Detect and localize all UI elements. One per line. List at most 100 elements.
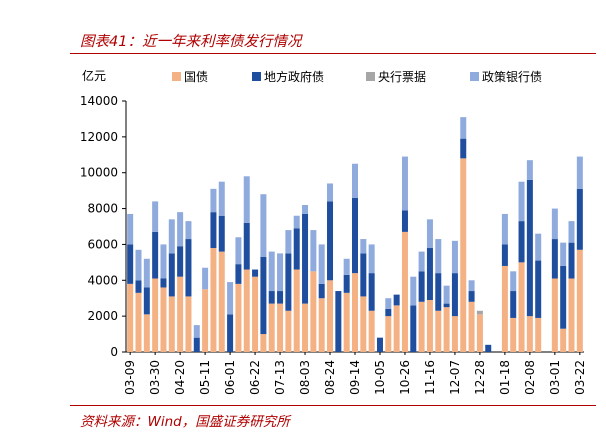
bar-11-16-政策银行债 [426,219,433,249]
bar-02-15-政策银行债 [535,233,542,261]
bar-11-23-地方政府债 [435,273,442,311]
bar-10-19-国债 [393,305,400,352]
bar-08-03-政策银行债 [302,204,309,214]
y-tick-label: 4000 [87,273,118,287]
bar-07-13-国债 [277,303,284,352]
y-tick-label: 12000 [80,130,118,144]
bar-11-02-政策银行债 [410,276,417,306]
bar-03-30-政策银行债 [152,201,159,232]
y-tick-label: 14000 [80,94,118,108]
bar-10-26-政策银行债 [401,156,408,211]
bar-03-22-地方政府债 [576,188,583,250]
bar-03-09-政策银行债 [127,213,134,245]
bar-12-28-国债 [476,314,483,352]
bar-05-25-政策银行债 [218,181,225,216]
bar-11-09-地方政府债 [418,271,425,302]
bar-07-06-地方政府债 [268,291,275,304]
footer-divider [70,405,596,406]
bar-06-15-国债 [243,269,250,352]
bar-03-22-政策银行债 [576,156,583,189]
bar-03-08-国债 [560,328,567,352]
bar-03-16-政策银行债 [135,249,142,281]
bar-03-15-政策银行债 [568,221,575,243]
bar-07-13-地方政府债 [277,291,284,304]
bar-04-06-国债 [160,287,167,352]
legend-label: 政策银行债 [482,70,542,84]
bar-08-10-政策银行债 [310,230,317,272]
bar-12-21-地方政府债 [468,291,475,302]
bar-07-20-政策银行债 [285,230,292,254]
bar-07-27-国债 [293,269,300,352]
bar-05-11-政策银行债 [202,267,209,290]
bar-09-21-地方政府债 [360,253,367,297]
x-tick-label: 05-11 [198,360,212,395]
bar-08-17-地方政府债 [318,283,325,299]
x-tick-label: 03-09 [123,360,137,395]
x-tick-label: 06-01 [223,360,237,395]
legend-label: 地方政府债 [264,69,324,84]
x-tick-label: 12-07 [448,360,462,395]
bar-06-01-政策银行债 [227,282,234,315]
bar-03-08-地方政府债 [560,265,567,329]
bar-04-27-国债 [185,296,192,352]
bar-08-24-政策银行债 [327,183,334,202]
bar-03-01-地方政府债 [551,239,558,279]
bar-01-18-国债 [501,265,508,352]
x-tick-label: 09-14 [348,360,362,395]
bar-12-14-国债 [460,158,467,352]
bar-01-04-地方政府债 [485,344,492,352]
bar-03-15-地方政府债 [568,242,575,279]
bar-02-01-地方政府债 [518,221,525,263]
bar-10-12-地方政府债 [385,308,392,317]
bar-11-30-政策银行债 [443,285,450,304]
bar-04-06-地方政府债 [160,278,167,288]
bar-04-13-国债 [168,296,175,352]
bar-03-16-国债 [135,292,142,352]
bar-06-08-政策银行债 [235,237,242,265]
bar-05-11-国债 [202,289,209,352]
y-tick-label: 8000 [87,202,118,216]
bar-02-01-国债 [518,262,525,352]
bar-07-20-国债 [285,310,292,352]
x-tick-label: 03-01 [548,360,562,395]
bar-07-06-政策银行债 [268,251,275,292]
bar-02-08-国债 [526,316,533,352]
bar-06-01-地方政府债 [227,314,234,352]
bar-04-27-政策银行债 [185,221,192,240]
chart-axes: 亿元 0 2000 4000 6000 8000 10000 12000 14000 03-09 0… [80,68,587,395]
bar-10-26-地方政府债 [401,210,408,232]
bar-07-20-地方政府债 [285,253,292,311]
x-tick-label: 08-03 [298,360,312,395]
bar-07-27-政策银行债 [293,215,300,229]
x-tick-label: 03-22 [573,360,587,395]
bar-08-24-地方政府债 [327,201,334,281]
bar-01-25-地方政府债 [510,291,517,318]
bar-03-08-政策银行债 [560,242,567,266]
title-divider [70,53,596,54]
source-note: 资料来源：Wind，国盛证券研究所 [80,414,290,430]
legend-swatch [252,72,261,81]
bar-12-07-政策银行债 [451,240,458,274]
bar-10-19-地方政府债 [393,294,400,306]
bar-09-14-政策银行债 [352,163,358,198]
bar-02-08-地方政府债 [526,179,533,317]
bar-03-30-国债 [152,278,159,352]
bar-09-28-国债 [368,310,375,352]
bar-08-31-地方政府债 [335,291,342,352]
bar-09-21-政策银行债 [360,239,367,254]
bar-11-09-国债 [418,301,425,352]
bar-12-21-国债 [468,301,475,352]
bar-09-07-地方政府债 [343,274,350,293]
x-tick-label: 10-26 [398,360,412,395]
bar-03-30-地方政府债 [152,231,159,279]
bar-06-15-地方政府债 [243,222,250,270]
bar-04-13-政策银行债 [168,219,175,254]
bar-08-03-地方政府债 [302,213,309,304]
bar-11-16-国债 [426,300,433,352]
bar-05-25-国债 [218,251,225,352]
bar-08-03-国债 [302,303,309,352]
x-tick-label: 06-22 [248,360,262,395]
x-tick-label: 11-16 [423,360,437,395]
bar-10-26-国债 [401,231,408,352]
legend-label: 国债 [184,70,208,84]
